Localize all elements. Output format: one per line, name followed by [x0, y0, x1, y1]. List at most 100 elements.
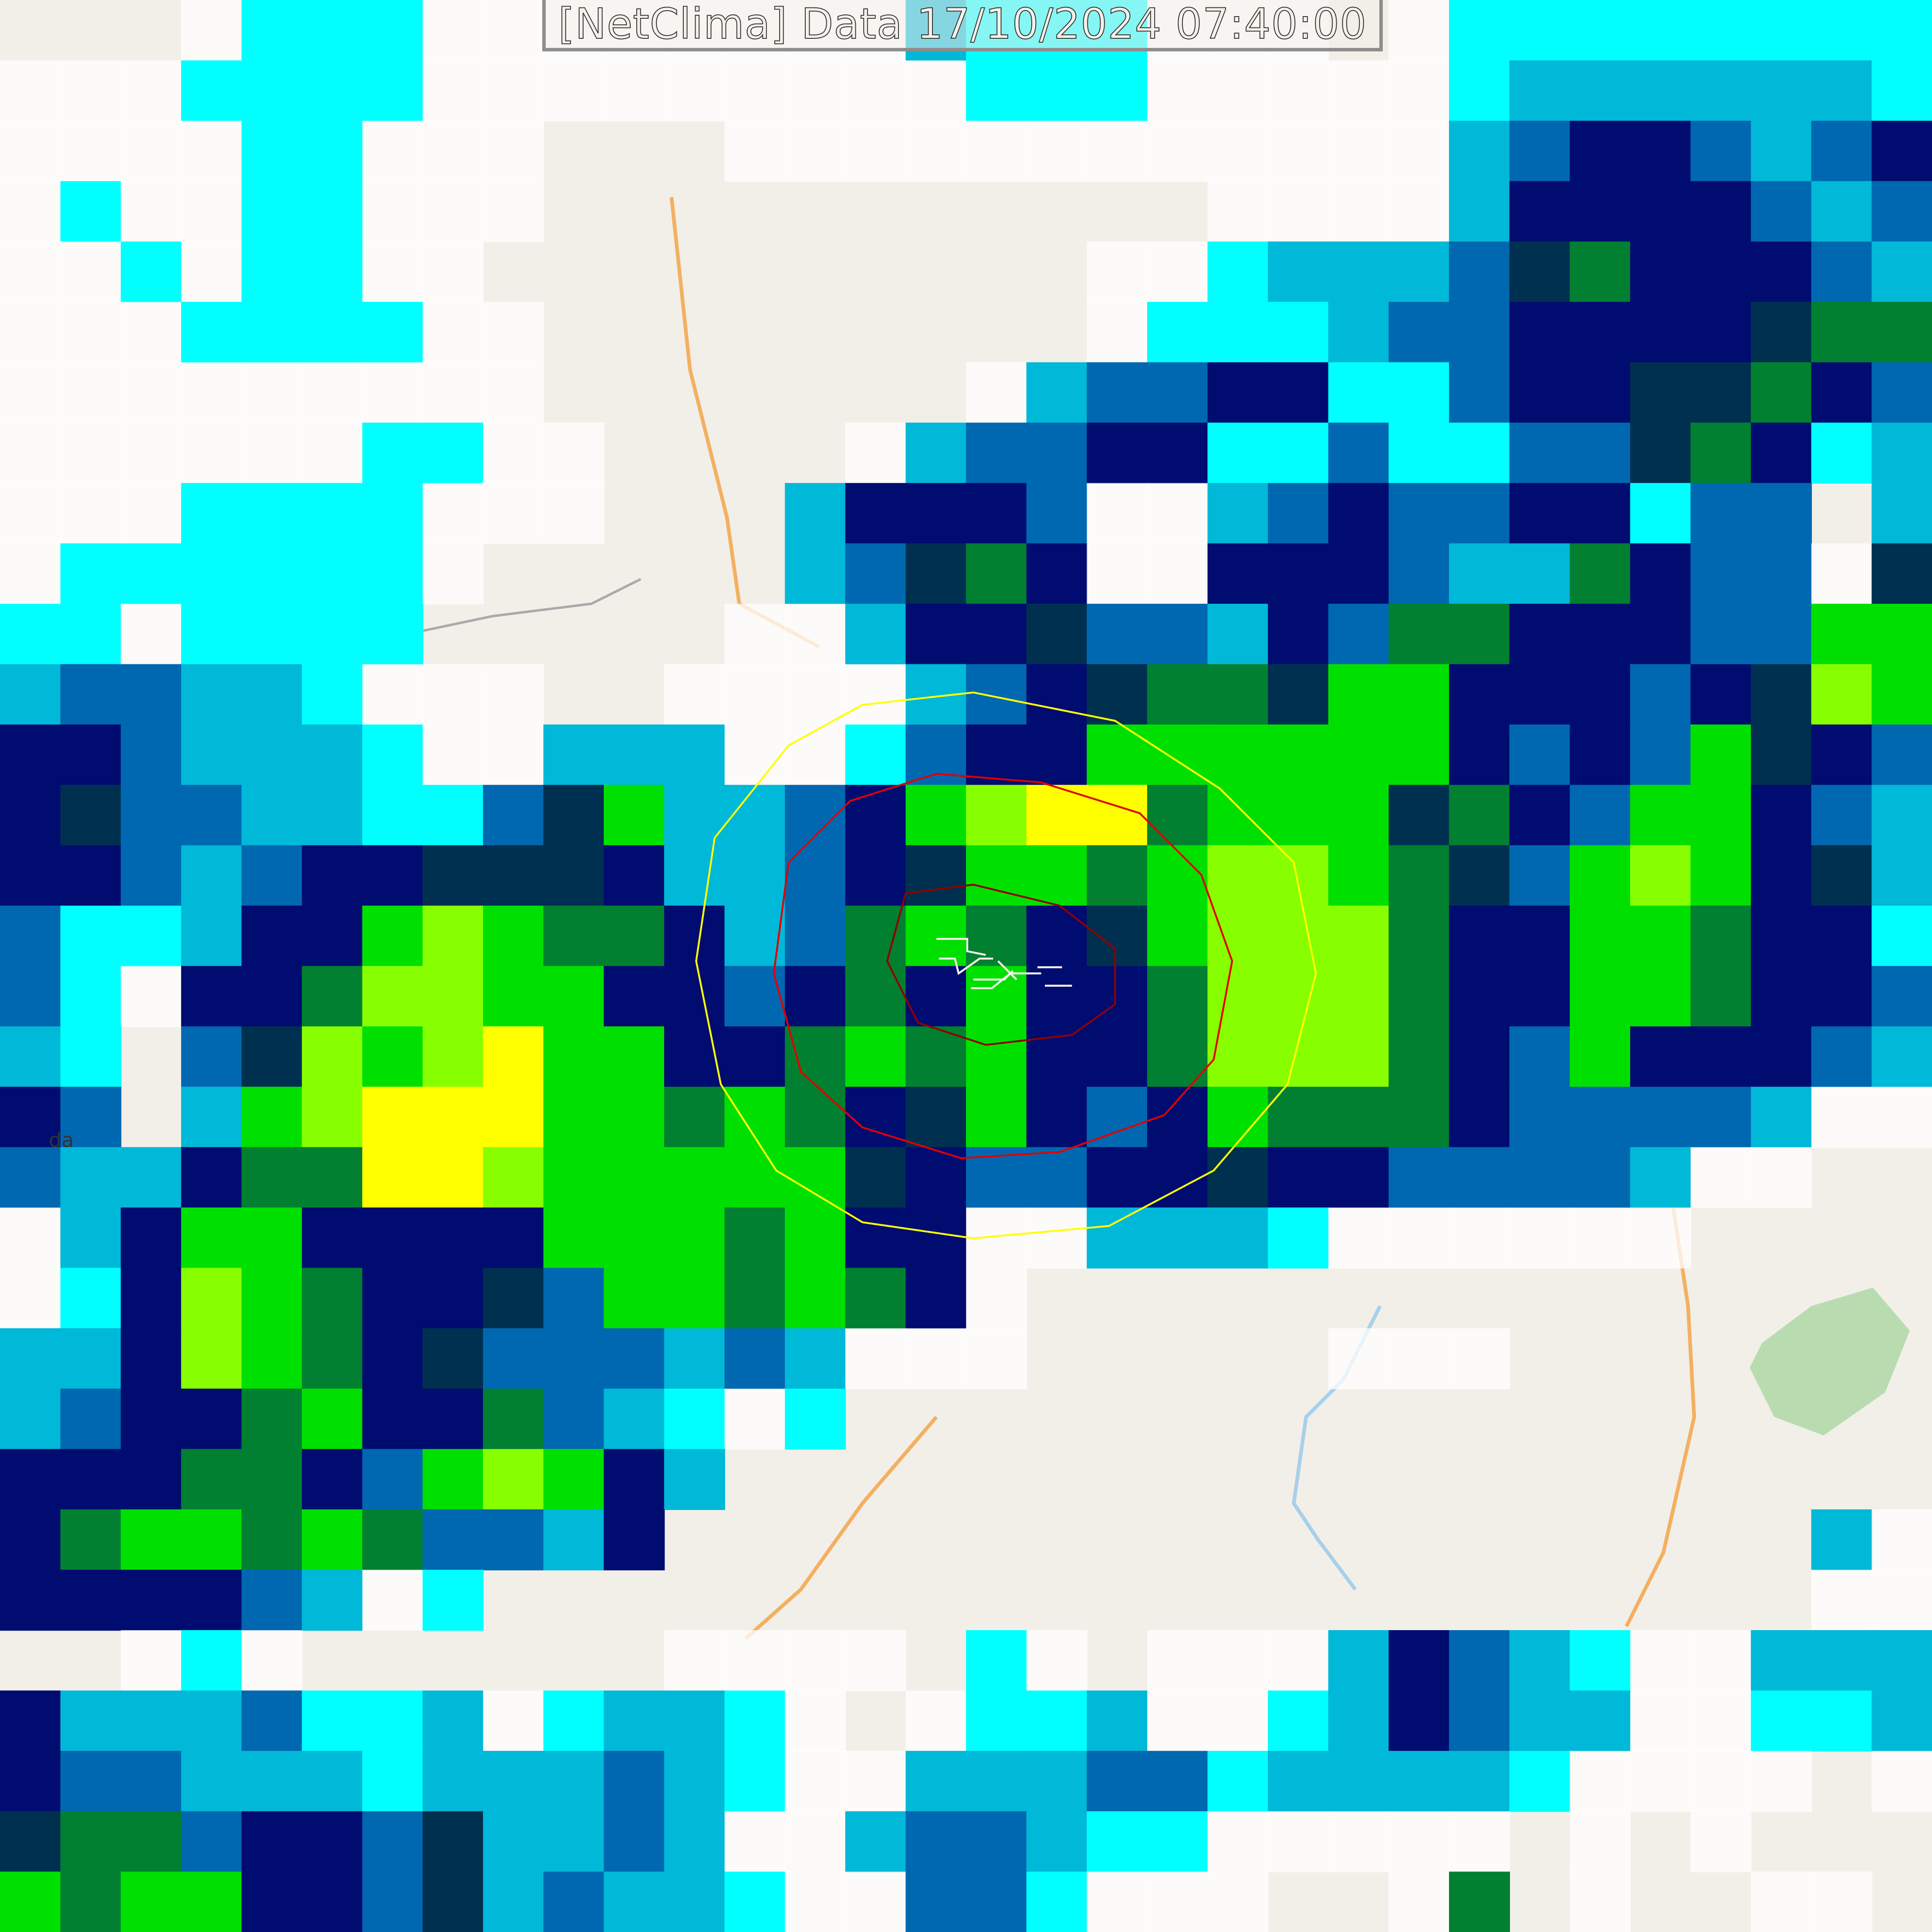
radar-cell — [664, 1871, 725, 1932]
radar-cell — [845, 1147, 906, 1208]
cloud-cell — [724, 1630, 786, 1692]
radar-cell — [1449, 845, 1510, 907]
radar-cell — [60, 1086, 122, 1148]
cloud-cell — [422, 0, 484, 61]
radar-cell — [966, 60, 1027, 122]
radar-cell — [1087, 664, 1148, 725]
cloud-cell — [483, 664, 544, 725]
radar-cell — [1871, 543, 1932, 605]
radar-cell — [483, 1328, 544, 1390]
cloud-cell — [483, 483, 544, 544]
radar-cell — [543, 1871, 605, 1932]
radar-cell — [1690, 603, 1752, 665]
radar-cell — [241, 483, 303, 544]
cloud-cell — [1147, 543, 1208, 605]
radar-cell — [1087, 362, 1148, 423]
radar-cell — [1751, 905, 1812, 967]
radar-cell — [1630, 664, 1691, 725]
radar-cell — [422, 1871, 484, 1932]
cloud-cell — [181, 241, 242, 303]
radar-cell — [1509, 1751, 1571, 1812]
radar-cell — [1449, 362, 1510, 423]
radar-cell — [1630, 845, 1691, 907]
cloud-cell — [1751, 1871, 1812, 1932]
radar-cell — [181, 1026, 242, 1088]
radar-cell — [422, 1570, 484, 1631]
radar-cell — [1087, 845, 1148, 907]
radar-cell — [60, 1268, 122, 1329]
radar-cell — [1207, 241, 1269, 303]
radar-cell — [1207, 301, 1269, 363]
radar-cell — [1449, 785, 1510, 846]
cloud-cell — [966, 121, 1027, 182]
radar-cell — [1026, 60, 1088, 122]
radar-cell — [604, 1268, 665, 1329]
radar-cell — [1570, 785, 1631, 846]
radar-cell — [302, 845, 363, 907]
radar-cell — [302, 603, 363, 665]
radar-cell — [1449, 0, 1510, 61]
cloud-cell — [60, 60, 122, 122]
radar-cell — [181, 1328, 242, 1390]
radar-cell — [1026, 603, 1088, 665]
radar-cell — [1449, 241, 1510, 303]
radar-cell — [604, 785, 665, 846]
radar-cell — [1630, 1147, 1691, 1208]
radar-cell — [241, 181, 303, 242]
radar-cell — [604, 1690, 665, 1752]
radar-cell — [181, 1268, 242, 1329]
radar-cell — [1388, 362, 1450, 423]
radar-cell — [785, 1026, 846, 1088]
radar-cell — [60, 1871, 122, 1932]
radar-cell — [1509, 966, 1571, 1027]
radar-cell — [724, 1207, 786, 1269]
radar-cell — [1871, 121, 1932, 182]
cloud-cell — [724, 1388, 786, 1450]
cloud-cell — [241, 362, 303, 423]
radar-cell — [1087, 1207, 1148, 1269]
radar-cell — [966, 1690, 1027, 1752]
radar-cell — [1026, 845, 1088, 907]
cloud-cell — [422, 724, 484, 786]
radar-cell — [1509, 0, 1571, 61]
radar-cell — [241, 1086, 303, 1148]
radar-cell — [181, 483, 242, 544]
radar-cell — [362, 1268, 423, 1329]
cloud-cell — [422, 483, 484, 544]
radar-cell — [1570, 664, 1631, 725]
radar-cell — [121, 543, 182, 605]
radar-cell — [1811, 845, 1872, 907]
radar-cell — [1570, 1026, 1631, 1088]
radar-cell — [1570, 1147, 1631, 1208]
radar-cell — [1328, 603, 1389, 665]
radar-cell — [241, 905, 303, 967]
radar-cell — [302, 181, 363, 242]
radar-cell — [905, 785, 967, 846]
radar-cell — [1690, 121, 1752, 182]
radar-cell — [1268, 603, 1329, 665]
radar-cell — [302, 241, 363, 303]
radar-cell — [362, 1509, 423, 1570]
radar-cell — [905, 423, 967, 484]
radar-cell — [1570, 241, 1631, 303]
radar-cell — [241, 1268, 303, 1329]
radar-cell — [1690, 241, 1752, 303]
radar-cell — [905, 1811, 967, 1872]
cloud-cell — [724, 724, 786, 786]
radar-cell — [1147, 905, 1208, 967]
radar-cell — [362, 603, 423, 665]
radar-cell — [1871, 60, 1932, 122]
radar-cell — [241, 543, 303, 605]
radar-cell — [1690, 845, 1752, 907]
radar-cell — [0, 785, 61, 846]
radar-cell — [1328, 785, 1389, 846]
radar-cell — [1388, 423, 1450, 484]
radar-cell — [1509, 845, 1571, 907]
radar-cell — [1509, 1147, 1571, 1208]
radar-cell — [1087, 1811, 1148, 1872]
radar-cell — [1871, 423, 1932, 484]
radar-cell — [60, 724, 122, 786]
cloud-cell — [1087, 483, 1148, 544]
